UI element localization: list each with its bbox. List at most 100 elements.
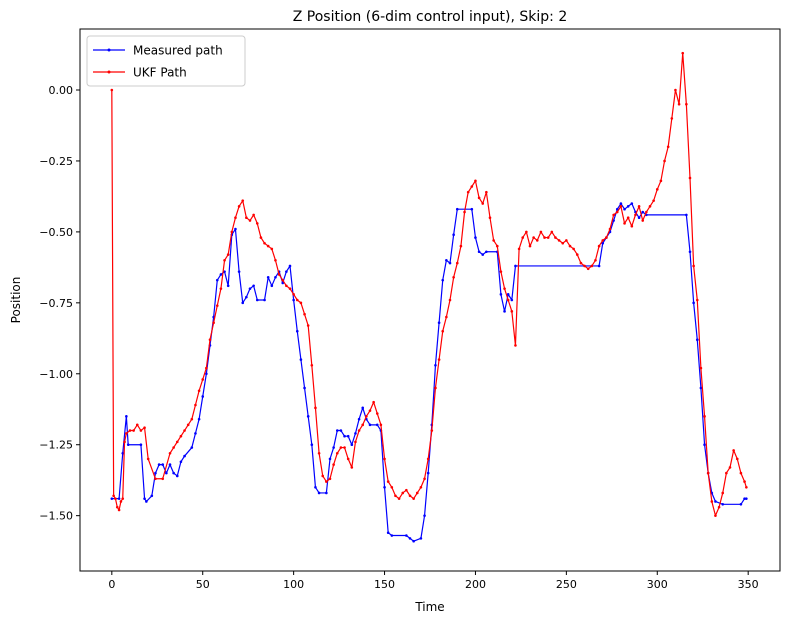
data-point <box>732 449 735 452</box>
data-point <box>125 432 128 435</box>
data-point <box>252 213 255 217</box>
data-point <box>565 239 568 242</box>
data-point <box>499 293 503 296</box>
data-point <box>441 278 445 282</box>
data-point <box>517 247 521 251</box>
data-point <box>245 295 248 299</box>
data-point <box>277 273 281 276</box>
data-point <box>725 471 728 475</box>
data-point <box>405 488 408 492</box>
chart-title: Z Position (6-dim control input), Skip: … <box>293 9 567 25</box>
data-point <box>415 491 419 495</box>
data-point <box>630 202 634 205</box>
data-point <box>123 440 126 444</box>
data-point <box>685 102 688 106</box>
data-point <box>343 446 346 449</box>
data-point <box>692 301 695 305</box>
data-point <box>408 494 412 498</box>
data-point <box>710 500 714 503</box>
data-point <box>510 310 514 313</box>
data-point <box>175 440 179 444</box>
data-point <box>354 440 357 444</box>
data-point <box>521 236 525 239</box>
data-point <box>179 434 183 438</box>
data-point <box>317 491 321 495</box>
data-point <box>717 505 721 509</box>
data-point <box>343 434 346 438</box>
data-point <box>586 267 590 271</box>
data-point <box>434 363 437 367</box>
data-point <box>139 429 143 432</box>
data-point <box>648 205 652 208</box>
data-point <box>503 287 506 290</box>
data-point <box>474 179 477 183</box>
data-point <box>386 531 390 534</box>
data-point <box>412 539 415 543</box>
data-point <box>208 338 212 342</box>
data-point <box>128 429 132 432</box>
data-point <box>306 324 310 327</box>
data-point <box>292 298 295 302</box>
data-point <box>263 241 266 245</box>
data-point <box>575 253 579 256</box>
data-point <box>590 264 594 268</box>
data-point <box>550 230 554 234</box>
data-point <box>234 227 237 231</box>
legend-marker-ukf <box>107 70 111 74</box>
data-point <box>703 443 706 447</box>
data-point <box>426 457 430 461</box>
x-tick-label: 200 <box>465 578 486 591</box>
series-layer <box>110 51 748 543</box>
data-point <box>688 250 692 254</box>
data-point <box>303 386 306 390</box>
legend-label-measured: Measured path <box>133 44 223 58</box>
data-point <box>477 250 481 254</box>
data-point <box>579 261 583 265</box>
data-point <box>241 301 245 305</box>
y-tick-label: −1.00 <box>39 368 73 381</box>
data-point <box>455 261 459 265</box>
data-point <box>183 429 186 432</box>
data-point <box>423 477 426 481</box>
data-point <box>332 446 335 449</box>
data-point <box>226 253 230 256</box>
data-point <box>186 423 190 427</box>
data-point <box>612 213 615 217</box>
data-point <box>615 207 619 211</box>
data-point <box>263 298 266 302</box>
data-point <box>357 429 361 432</box>
data-point <box>190 446 194 449</box>
data-point <box>525 230 528 234</box>
series-line <box>111 202 747 542</box>
data-point <box>117 497 121 500</box>
data-point <box>255 298 259 302</box>
data-point <box>194 403 197 407</box>
data-point <box>328 457 332 461</box>
data-point <box>172 446 175 449</box>
data-point <box>145 500 148 503</box>
data-point <box>215 304 219 307</box>
data-point <box>554 236 557 239</box>
data-point <box>259 236 263 239</box>
data-point <box>270 284 274 288</box>
data-point <box>745 485 748 489</box>
data-point <box>223 258 226 262</box>
data-point <box>677 102 681 106</box>
data-point <box>117 508 121 512</box>
data-point <box>390 485 394 489</box>
plot-frame <box>79 28 781 572</box>
series-line <box>111 52 747 517</box>
data-point <box>168 451 172 455</box>
data-point <box>325 491 328 495</box>
data-point <box>506 298 510 302</box>
data-point <box>379 423 383 427</box>
data-point <box>641 219 645 222</box>
data-point <box>659 179 663 183</box>
data-point <box>285 284 288 288</box>
data-point <box>115 505 119 509</box>
data-point <box>695 338 699 342</box>
y-tick-label: −0.25 <box>39 155 73 168</box>
data-point <box>361 423 365 427</box>
x-axis-label: Time <box>414 600 444 614</box>
data-point <box>706 471 710 475</box>
